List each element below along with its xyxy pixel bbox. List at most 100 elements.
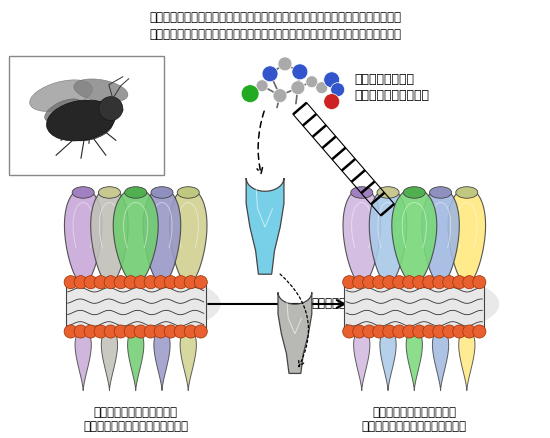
Circle shape: [144, 325, 157, 338]
Text: ニコチン性アセチルコリン受容体: ニコチン性アセチルコリン受容体: [83, 420, 188, 433]
Polygon shape: [392, 188, 437, 284]
Circle shape: [403, 276, 416, 289]
Ellipse shape: [151, 187, 173, 198]
Circle shape: [241, 85, 259, 102]
Circle shape: [194, 325, 207, 338]
Circle shape: [473, 276, 486, 289]
Circle shape: [104, 276, 117, 289]
Ellipse shape: [59, 110, 113, 141]
Circle shape: [362, 276, 376, 289]
Ellipse shape: [456, 187, 478, 198]
Polygon shape: [64, 188, 102, 284]
Text: ニコチン性アセチルコリン受容体: ニコチン性アセチルコリン受容体: [362, 420, 467, 433]
Polygon shape: [354, 329, 370, 391]
Circle shape: [74, 276, 87, 289]
Circle shape: [164, 276, 177, 289]
Circle shape: [362, 325, 376, 338]
Polygon shape: [422, 188, 459, 284]
Circle shape: [423, 325, 436, 338]
Circle shape: [134, 325, 147, 338]
Circle shape: [273, 88, 287, 102]
Circle shape: [174, 276, 188, 289]
Circle shape: [403, 325, 416, 338]
Circle shape: [262, 66, 278, 82]
Circle shape: [453, 276, 466, 289]
Circle shape: [443, 325, 456, 338]
Circle shape: [114, 276, 127, 289]
Polygon shape: [406, 329, 422, 391]
Polygon shape: [75, 329, 91, 391]
Circle shape: [74, 325, 87, 338]
Ellipse shape: [74, 79, 128, 102]
Bar: [9, 56, 163, 175]
Circle shape: [393, 276, 406, 289]
Circle shape: [64, 325, 77, 338]
Circle shape: [324, 94, 340, 110]
Circle shape: [316, 82, 328, 94]
Circle shape: [412, 276, 426, 289]
Circle shape: [353, 276, 366, 289]
Circle shape: [84, 276, 97, 289]
Ellipse shape: [125, 187, 147, 198]
Ellipse shape: [430, 187, 452, 198]
Polygon shape: [128, 329, 144, 391]
Circle shape: [383, 325, 396, 338]
Text: ネオニコチノイド: ネオニコチノイド: [355, 73, 415, 86]
Circle shape: [324, 72, 340, 88]
Circle shape: [184, 325, 197, 338]
Circle shape: [292, 64, 308, 80]
Polygon shape: [459, 329, 475, 391]
Ellipse shape: [72, 187, 94, 198]
Polygon shape: [180, 329, 196, 391]
Ellipse shape: [30, 80, 92, 111]
Text: ネオニコチノイド高感受性: ネオニコチノイド高感受性: [372, 406, 456, 419]
Bar: [65, 284, 206, 329]
Circle shape: [463, 325, 476, 338]
Ellipse shape: [98, 187, 120, 198]
Circle shape: [94, 325, 107, 338]
Polygon shape: [154, 329, 170, 391]
Polygon shape: [101, 329, 118, 391]
Polygon shape: [169, 188, 207, 284]
Circle shape: [174, 325, 188, 338]
Text: （イミダクロプリド）: （イミダクロプリド）: [355, 88, 430, 102]
Circle shape: [184, 276, 197, 289]
Circle shape: [331, 83, 345, 97]
Polygon shape: [91, 188, 128, 284]
Circle shape: [473, 325, 486, 338]
Polygon shape: [246, 178, 284, 274]
Circle shape: [423, 276, 436, 289]
Circle shape: [463, 276, 476, 289]
Circle shape: [433, 276, 446, 289]
Circle shape: [154, 276, 167, 289]
Circle shape: [164, 325, 177, 338]
Ellipse shape: [89, 101, 123, 116]
Circle shape: [144, 276, 157, 289]
Ellipse shape: [377, 187, 399, 198]
Ellipse shape: [47, 100, 115, 141]
Ellipse shape: [345, 275, 499, 333]
Circle shape: [134, 276, 147, 289]
Circle shape: [99, 97, 123, 120]
Circle shape: [154, 325, 167, 338]
Polygon shape: [343, 188, 381, 284]
Bar: [344, 284, 485, 329]
Circle shape: [393, 325, 406, 338]
Circle shape: [114, 325, 127, 338]
Text: ネオニコチノイド低感受性: ネオニコチノイド低感受性: [94, 406, 178, 419]
Circle shape: [343, 325, 356, 338]
Circle shape: [291, 81, 305, 95]
Polygon shape: [432, 329, 449, 391]
Circle shape: [353, 325, 366, 338]
Polygon shape: [448, 188, 486, 284]
Circle shape: [94, 276, 107, 289]
Circle shape: [84, 325, 97, 338]
Polygon shape: [113, 188, 158, 284]
Circle shape: [124, 276, 138, 289]
Circle shape: [278, 57, 292, 71]
Circle shape: [343, 276, 356, 289]
Circle shape: [124, 325, 138, 338]
Polygon shape: [143, 188, 181, 284]
Ellipse shape: [177, 187, 199, 198]
Circle shape: [104, 325, 117, 338]
